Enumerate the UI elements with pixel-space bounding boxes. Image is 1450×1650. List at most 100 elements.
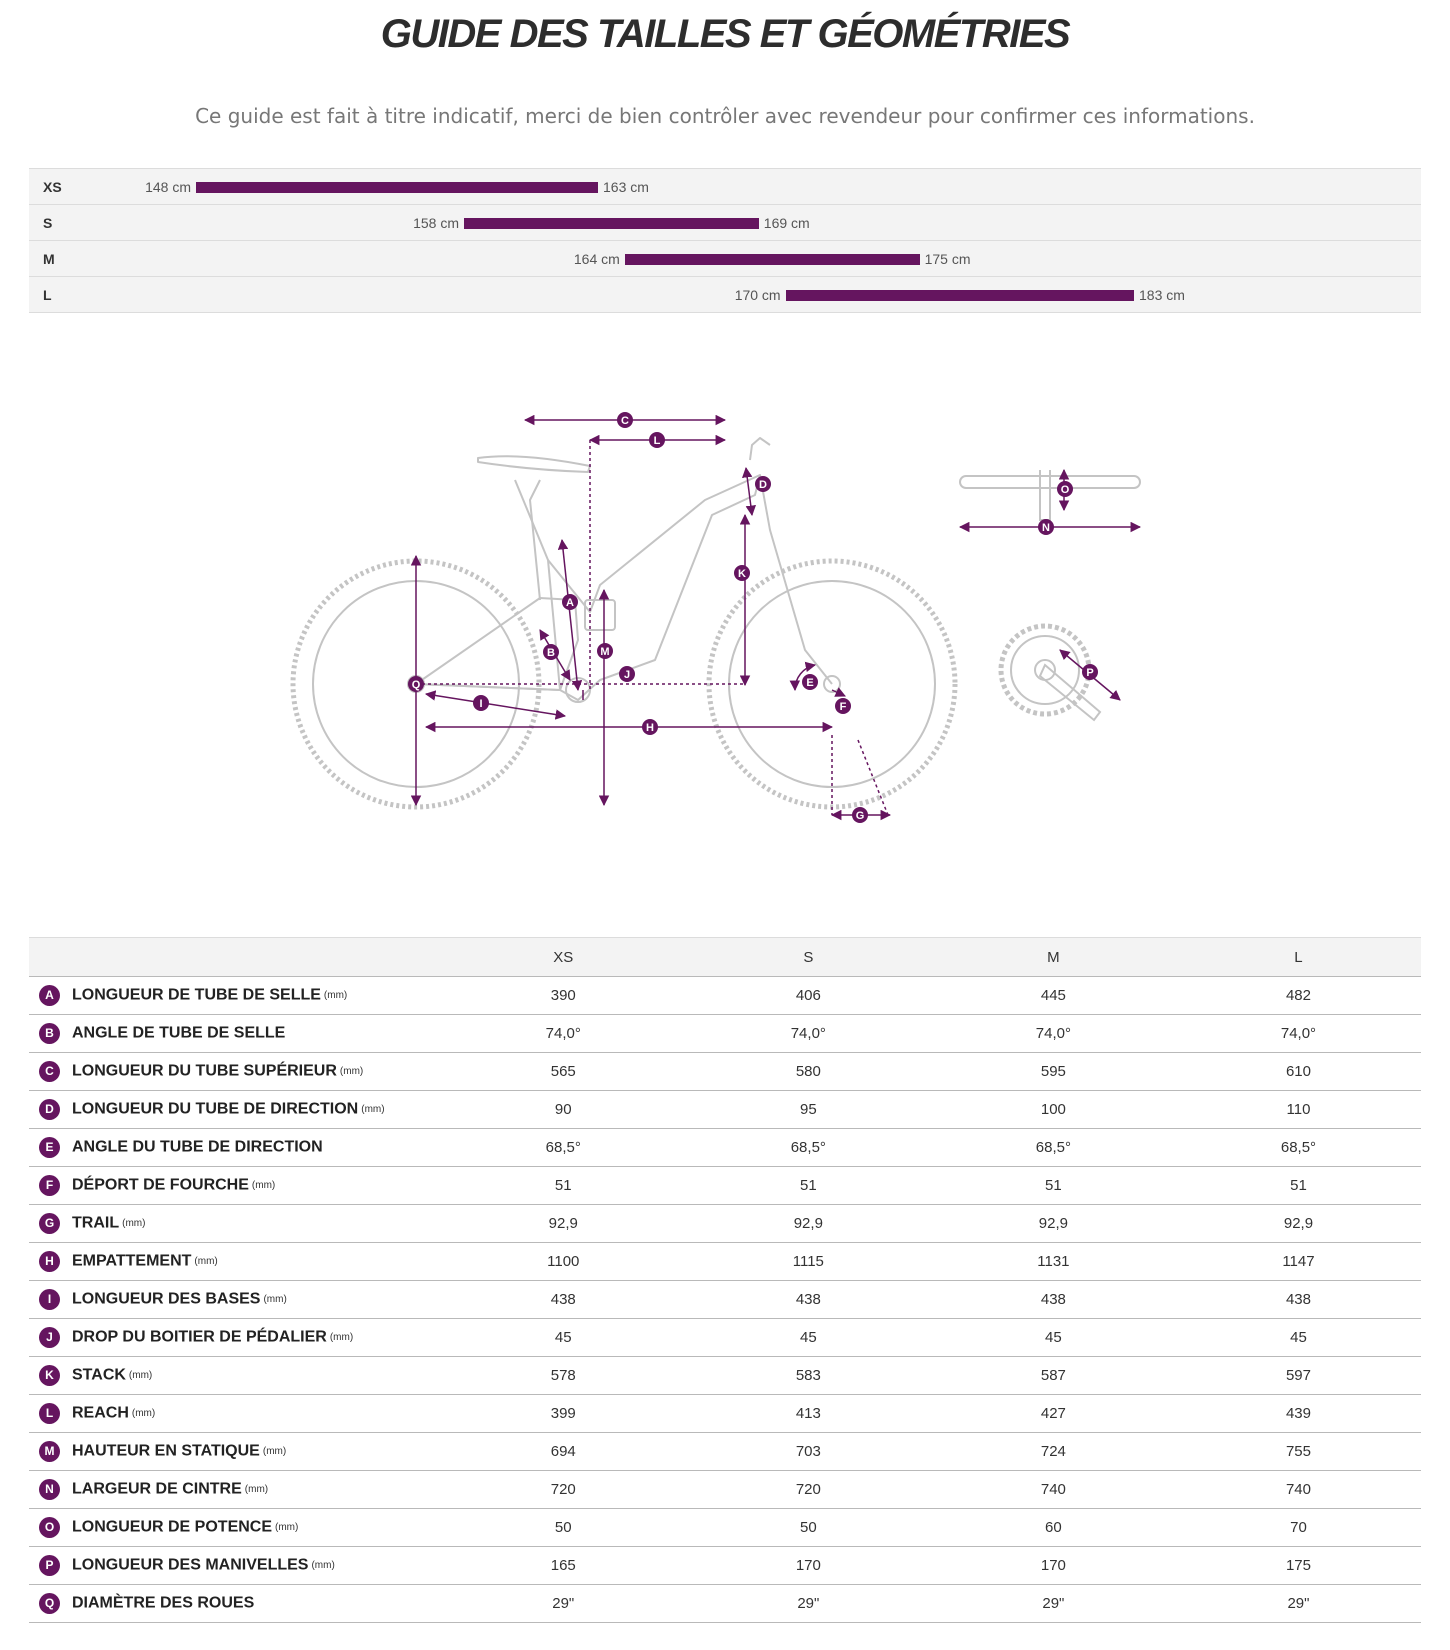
handlebar-detail — [959, 470, 1141, 521]
parameter-letter-badge: L — [39, 1403, 60, 1424]
badge-p: P — [1082, 664, 1098, 680]
value-cell: 390 — [440, 976, 686, 1015]
parameter-name: LONGUEUR DE POTENCE — [72, 1518, 273, 1536]
value-cell: 1100 — [440, 1242, 686, 1281]
table-row: K STACK (mm) 578 583 587 597 — [29, 1356, 1421, 1395]
table-row: Q DIAMÈTRE DES ROUES 29" 29" 29" 29" — [29, 1584, 1421, 1623]
measurement-lines — [410, 414, 1142, 821]
parameter-name: TRAIL — [72, 1214, 120, 1232]
value-cell: 1131 — [930, 1242, 1176, 1281]
badge-i: I — [473, 695, 489, 711]
size-row-l: L 170 cm 183 cm — [29, 277, 1421, 313]
value-cell: 110 — [1175, 1090, 1421, 1129]
range-bar — [785, 290, 1134, 301]
parameter-cell: N LARGEUR DE CINTRE (mm) — [29, 1470, 441, 1509]
svg-text:K: K — [738, 568, 746, 580]
size-row-s: S 158 cm 169 cm — [29, 205, 1421, 241]
table-row: L REACH (mm) 399 413 427 439 — [29, 1394, 1421, 1433]
svg-text:I: I — [479, 698, 482, 710]
value-cell: 45 — [440, 1318, 686, 1357]
range-min-label: 158 cm — [413, 215, 459, 231]
value-cell: 74,0° — [685, 1014, 931, 1053]
parameter-name: DÉPORT DE FOURCHE — [72, 1176, 249, 1194]
value-cell: 482 — [1175, 976, 1421, 1015]
column-header: S — [685, 937, 931, 977]
value-cell: 399 — [440, 1394, 686, 1433]
parameter-letter-badge: B — [39, 1023, 60, 1044]
parameter-letter-badge: M — [39, 1441, 60, 1462]
parameter-cell: P LONGUEUR DES MANIVELLES (mm) — [29, 1546, 441, 1585]
value-cell: 51 — [440, 1166, 686, 1205]
badge-e: E — [802, 674, 818, 690]
parameter-cell: K STACK (mm) — [29, 1356, 441, 1395]
svg-text:C: C — [621, 415, 629, 427]
value-cell: 580 — [685, 1052, 931, 1091]
range-bar — [196, 182, 598, 193]
diagram-badges: A B C D E F G H I J K L M N O P Q — [408, 412, 1098, 823]
value-cell: 587 — [930, 1356, 1176, 1395]
parameter-name: LONGUEUR DU TUBE SUPÉRIEUR — [72, 1062, 337, 1080]
table-row: E ANGLE DU TUBE DE DIRECTION 68,5° 68,5° 68,… — [29, 1128, 1421, 1167]
range-min-label: 164 cm — [573, 251, 620, 267]
column-header: XS — [440, 937, 686, 977]
value-cell: 720 — [685, 1470, 931, 1509]
value-cell: 74,0° — [1175, 1014, 1421, 1053]
table-row: C LONGUEUR DU TUBE SUPÉRIEUR (mm) 565 580 595… — [29, 1052, 1421, 1091]
value-cell: 565 — [440, 1052, 686, 1091]
parameter-cell: C LONGUEUR DU TUBE SUPÉRIEUR (mm) — [29, 1052, 441, 1091]
table-header-row: XS S M L — [29, 937, 1421, 977]
badge-m: M — [597, 643, 613, 659]
value-cell: 165 — [440, 1546, 686, 1585]
value-cell: 90 — [440, 1090, 686, 1129]
range-max-label: 175 cm — [924, 251, 971, 267]
value-cell: 68,5° — [440, 1128, 686, 1167]
parameter-name: LONGUEUR DE TUBE DE SELLE — [72, 986, 321, 1004]
parameter-letter-badge: N — [39, 1479, 60, 1500]
value-cell: 45 — [1175, 1318, 1421, 1357]
size-label: S — [43, 215, 53, 231]
value-cell: 610 — [1175, 1052, 1421, 1091]
parameter-letter-badge: I — [39, 1289, 60, 1310]
parameter-cell: J DROP DU BOITIER DE PÉDALIER (mm) — [29, 1318, 441, 1357]
value-cell: 60 — [930, 1508, 1176, 1547]
table-row: G TRAIL (mm) 92,9 92,9 92,9 92,9 — [29, 1204, 1421, 1243]
parameter-letter-badge: D — [39, 1099, 60, 1120]
badge-k: K — [734, 565, 750, 581]
badge-g: G — [852, 807, 868, 823]
range-max-label: 163 cm — [603, 179, 649, 195]
value-cell: 92,9 — [1175, 1204, 1421, 1243]
parameter-unit: (mm) — [122, 1218, 146, 1229]
badge-d: D — [755, 476, 771, 492]
parameter-unit: (mm) — [194, 1256, 218, 1267]
svg-text:F: F — [840, 701, 847, 713]
parameter-letter-badge: O — [39, 1517, 60, 1538]
table-row: F DÉPORT DE FOURCHE (mm) 51 51 51 51 — [29, 1166, 1421, 1205]
parameter-name: REACH — [72, 1404, 129, 1422]
value-cell: 170 — [685, 1546, 931, 1585]
value-cell: 74,0° — [440, 1014, 686, 1053]
value-cell: 438 — [930, 1280, 1176, 1319]
parameter-letter-badge: F — [39, 1175, 60, 1196]
value-cell: 170 — [930, 1546, 1176, 1585]
parameter-name: LONGUEUR DES BASES — [72, 1290, 261, 1308]
range-bar — [464, 218, 759, 229]
parameter-unit: (mm) — [262, 1446, 287, 1457]
value-cell: 703 — [685, 1432, 931, 1471]
table-row: M HAUTEUR EN STATIQUE (mm) 694 703 724 755 — [29, 1432, 1421, 1471]
parameter-name: EMPATTEMENT — [72, 1252, 192, 1270]
value-cell: 68,5° — [1175, 1128, 1421, 1167]
value-cell: 45 — [930, 1318, 1176, 1357]
parameter-name: LONGUEUR DU TUBE DE DIRECTION — [72, 1100, 359, 1118]
value-cell: 70 — [1175, 1508, 1421, 1547]
parameter-name: DIAMÈTRE DES ROUES — [72, 1594, 255, 1612]
value-cell: 406 — [685, 976, 931, 1015]
parameter-letter-badge: P — [39, 1555, 60, 1576]
svg-text:N: N — [1042, 522, 1050, 534]
table-row: N LARGEUR DE CINTRE (mm) 720 720 740 740 — [29, 1470, 1421, 1509]
value-cell: 68,5° — [685, 1128, 931, 1167]
range-max-label: 183 cm — [1139, 287, 1185, 303]
badge-n: N — [1038, 519, 1054, 535]
parameter-letter-badge: H — [39, 1251, 60, 1272]
svg-text:J: J — [624, 669, 630, 681]
value-cell: 583 — [685, 1356, 931, 1395]
